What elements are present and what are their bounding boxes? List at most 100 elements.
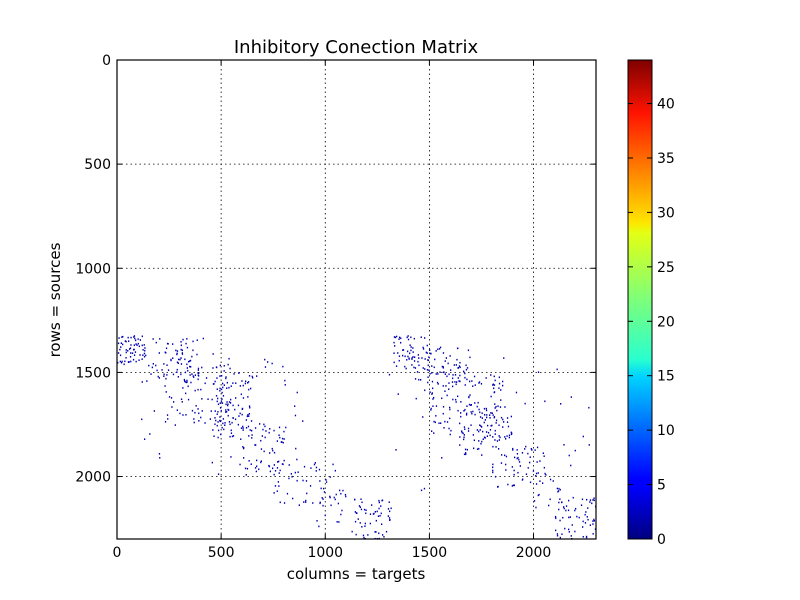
connection-point bbox=[448, 388, 450, 390]
connection-point bbox=[565, 509, 567, 512]
connection-point bbox=[593, 518, 595, 521]
connection-point bbox=[478, 440, 480, 442]
connection-point bbox=[193, 376, 195, 378]
connection-point bbox=[536, 461, 538, 463]
connection-point bbox=[124, 340, 126, 342]
connection-point bbox=[329, 476, 331, 478]
connection-point bbox=[216, 413, 218, 415]
connection-point bbox=[492, 414, 494, 416]
connection-point bbox=[586, 516, 588, 518]
connection-point bbox=[279, 501, 281, 504]
connection-point bbox=[441, 397, 443, 400]
connection-point bbox=[499, 436, 501, 439]
connection-point bbox=[179, 412, 181, 415]
connection-point bbox=[432, 405, 434, 407]
connection-point bbox=[256, 459, 258, 462]
x-tick-label: 500 bbox=[208, 545, 235, 561]
connection-point bbox=[399, 336, 401, 339]
connection-point bbox=[219, 387, 221, 390]
connection-point bbox=[335, 493, 337, 496]
connection-point bbox=[512, 484, 514, 487]
connection-point bbox=[357, 518, 359, 520]
connection-point bbox=[219, 390, 221, 392]
connection-point bbox=[500, 416, 503, 419]
connection-point bbox=[180, 373, 182, 376]
connection-point bbox=[355, 533, 357, 536]
connection-point bbox=[496, 409, 498, 412]
connection-point bbox=[256, 465, 258, 468]
connection-point bbox=[485, 431, 488, 433]
connection-point bbox=[213, 383, 215, 385]
connection-point bbox=[476, 405, 478, 408]
connection-point bbox=[442, 366, 444, 368]
connection-point bbox=[543, 455, 545, 457]
connection-point bbox=[175, 349, 177, 352]
connection-point bbox=[268, 431, 270, 434]
connection-point bbox=[234, 408, 236, 411]
connection-point bbox=[260, 460, 262, 462]
connection-point bbox=[239, 412, 241, 415]
connection-point bbox=[409, 352, 411, 355]
connection-point bbox=[481, 454, 483, 456]
connection-point bbox=[296, 479, 298, 482]
connection-point bbox=[395, 365, 398, 367]
connection-point bbox=[238, 415, 240, 417]
connection-point bbox=[407, 335, 409, 337]
connection-point bbox=[170, 358, 172, 361]
connection-point bbox=[413, 366, 415, 369]
connection-point bbox=[492, 384, 494, 386]
connection-point bbox=[193, 418, 195, 420]
connection-point bbox=[482, 430, 484, 433]
connection-point bbox=[204, 422, 206, 424]
connection-point bbox=[481, 412, 483, 414]
connection-point bbox=[196, 353, 198, 356]
connection-point bbox=[217, 473, 220, 475]
connection-point bbox=[215, 366, 218, 368]
connection-point bbox=[254, 427, 257, 429]
connection-point bbox=[340, 513, 342, 516]
connection-point bbox=[406, 359, 408, 361]
connection-point bbox=[256, 375, 258, 377]
connection-point bbox=[157, 375, 159, 378]
connection-point bbox=[246, 415, 248, 418]
connection-point bbox=[318, 525, 320, 528]
connection-point bbox=[197, 408, 199, 410]
connection-point bbox=[351, 530, 353, 533]
connection-point bbox=[389, 519, 391, 521]
connection-point bbox=[222, 382, 224, 385]
connection-point bbox=[284, 384, 286, 386]
connection-point bbox=[120, 342, 122, 344]
connection-point bbox=[151, 366, 153, 369]
connection-point bbox=[427, 359, 429, 361]
connection-point bbox=[568, 531, 570, 533]
connection-point bbox=[227, 414, 229, 417]
connection-point bbox=[436, 381, 439, 384]
connection-point bbox=[456, 358, 458, 361]
connection-point bbox=[197, 367, 200, 370]
connection-point bbox=[274, 485, 277, 487]
connection-point bbox=[274, 470, 277, 472]
connection-point bbox=[393, 361, 395, 364]
connection-point bbox=[264, 425, 266, 428]
connection-point bbox=[412, 351, 414, 353]
connection-point bbox=[535, 475, 537, 477]
connection-point bbox=[431, 380, 434, 383]
connection-point bbox=[394, 336, 396, 339]
connection-point bbox=[230, 456, 232, 458]
connection-point bbox=[260, 448, 263, 450]
connection-point bbox=[495, 405, 497, 408]
connection-point bbox=[120, 361, 123, 364]
connection-point bbox=[212, 353, 214, 355]
connection-point bbox=[291, 475, 293, 478]
connection-point bbox=[397, 393, 399, 395]
connection-point bbox=[246, 467, 249, 470]
connection-point bbox=[273, 473, 275, 476]
connection-point bbox=[466, 405, 468, 407]
connection-point bbox=[469, 380, 471, 383]
connection-point bbox=[279, 436, 281, 439]
connection-point bbox=[219, 364, 221, 367]
connection-point bbox=[589, 524, 591, 526]
connection-point bbox=[194, 374, 196, 376]
connection-point bbox=[407, 355, 409, 358]
connection-point bbox=[464, 376, 466, 379]
